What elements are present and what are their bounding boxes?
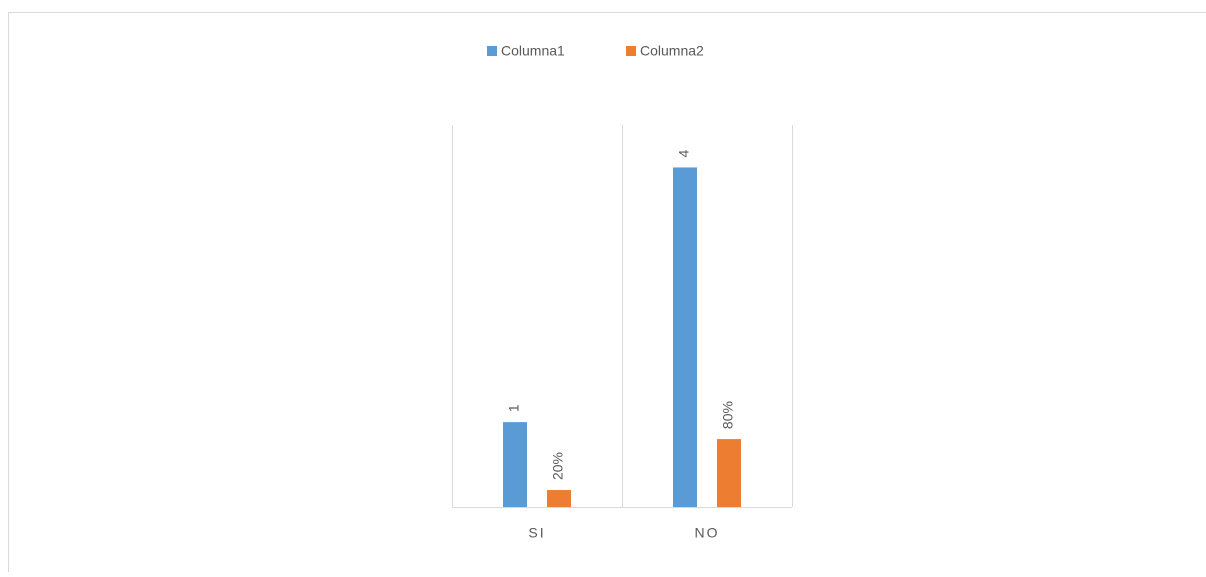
- legend-label: Columna2: [640, 43, 704, 59]
- bar: [503, 422, 527, 507]
- data-label: 4: [676, 149, 692, 157]
- x-tick-label: SI: [528, 525, 545, 541]
- data-label: 1: [506, 404, 522, 412]
- legend-swatch: [626, 46, 636, 56]
- bar: [673, 167, 697, 507]
- data-label: 80%: [720, 401, 736, 429]
- bar: [717, 439, 741, 507]
- bar: [547, 490, 571, 507]
- legend-swatch: [487, 46, 497, 56]
- data-label: 20%: [550, 452, 566, 480]
- legend-label: Columna1: [501, 43, 565, 59]
- x-tick-label: NO: [695, 525, 720, 541]
